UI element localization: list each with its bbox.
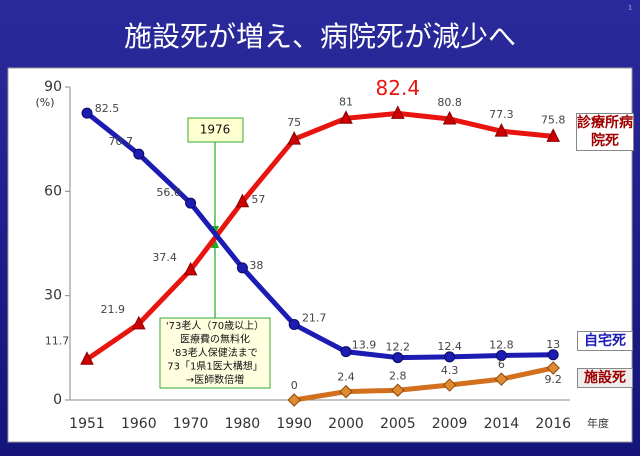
legend-facility: 施設死 (577, 368, 633, 388)
marker (392, 352, 404, 364)
data-label: 4.3 (441, 364, 459, 377)
annotation-box (159, 317, 271, 389)
data-label: 2.4 (337, 371, 355, 384)
data-label: 9.2 (544, 373, 562, 386)
marker (287, 393, 301, 407)
y-tick-label: 60 (44, 183, 62, 199)
x-axis-label: 年度 (587, 416, 609, 430)
chart-title: 施設死が増え、病院死が減少へ (124, 20, 516, 53)
data-label: 70.7 (109, 135, 134, 148)
annotation: →医師数倍増 (186, 373, 244, 386)
data-label: 13 (546, 338, 560, 351)
data-label: 56.6 (156, 186, 181, 199)
marker (339, 384, 353, 399)
x-tick-label: 2014 (484, 416, 520, 432)
legend-hospital: 診療所病院死 (576, 113, 634, 151)
marker (80, 351, 94, 365)
marker (390, 105, 405, 119)
marker (546, 361, 560, 375)
data-label: 57 (251, 193, 265, 206)
marker (131, 315, 146, 330)
data-label: 82.5 (95, 102, 120, 115)
y-unit: (%) (35, 96, 54, 109)
marker (547, 349, 559, 361)
x-tick-label: 1980 (225, 416, 261, 432)
marker (495, 349, 507, 361)
data-label: 75.8 (541, 113, 566, 126)
data-label: 13.9 (352, 339, 377, 352)
marker (444, 351, 456, 363)
marker (235, 193, 250, 208)
y-tick-label: 30 (44, 288, 62, 304)
x-tick-label: 1960 (121, 416, 157, 432)
annotation: 医療費の無料化 (180, 333, 250, 346)
data-label: 12.2 (386, 341, 411, 354)
marker (185, 197, 197, 209)
data-label: 12.8 (489, 338, 514, 351)
data-label: 38 (249, 259, 263, 272)
x-tick-label: 1970 (173, 416, 209, 432)
y-tick-label: 90 (44, 79, 62, 95)
marker (391, 383, 405, 397)
x-tick-label: 2000 (328, 416, 364, 432)
marker (288, 319, 300, 331)
series-line (85, 111, 554, 361)
arrow-head (211, 238, 219, 248)
data-label: 21.7 (302, 312, 327, 325)
x-tick-label: 2016 (535, 416, 571, 432)
marker (340, 346, 352, 358)
data-label: 21.9 (101, 303, 126, 316)
page-number: 1 (628, 5, 632, 12)
marker (287, 131, 302, 145)
annotation: '83老人保健法まで (172, 346, 257, 359)
annotation-box (187, 117, 244, 143)
series-line (293, 365, 554, 403)
marker (183, 261, 198, 276)
marker (236, 262, 248, 274)
data-label: 0 (291, 379, 298, 392)
legend-home: 自宅死 (577, 331, 633, 351)
data-label: 37.4 (152, 251, 177, 264)
marker (442, 378, 457, 392)
series-line (85, 110, 554, 362)
marker (546, 128, 561, 142)
x-tick-label: 2009 (432, 416, 468, 432)
data-label: 2.8 (389, 369, 407, 382)
x-tick-label: 1990 (276, 416, 312, 432)
data-label: 77.3 (489, 108, 514, 121)
marker (81, 107, 93, 119)
marker (494, 123, 509, 137)
data-label: 75 (287, 116, 301, 129)
annotation: 73「1県1医大構想」 (167, 360, 262, 373)
data-label: 6 (498, 358, 505, 371)
x-tick-label: 1951 (69, 416, 105, 432)
data-label: 82.4 (376, 76, 421, 100)
annotation: '73老人（70歳以上） (166, 319, 264, 332)
x-tick-label: 2005 (380, 416, 416, 432)
data-label: 81 (339, 95, 353, 108)
data-label: 80.8 (437, 96, 462, 109)
marker (442, 110, 457, 125)
marker (494, 372, 509, 386)
annotation: 1976 (200, 123, 231, 137)
y-tick-label: 0 (53, 392, 62, 408)
data-label: 11.7 (45, 334, 70, 347)
data-label: 12.4 (437, 340, 462, 353)
marker (133, 148, 145, 160)
marker (339, 110, 353, 124)
